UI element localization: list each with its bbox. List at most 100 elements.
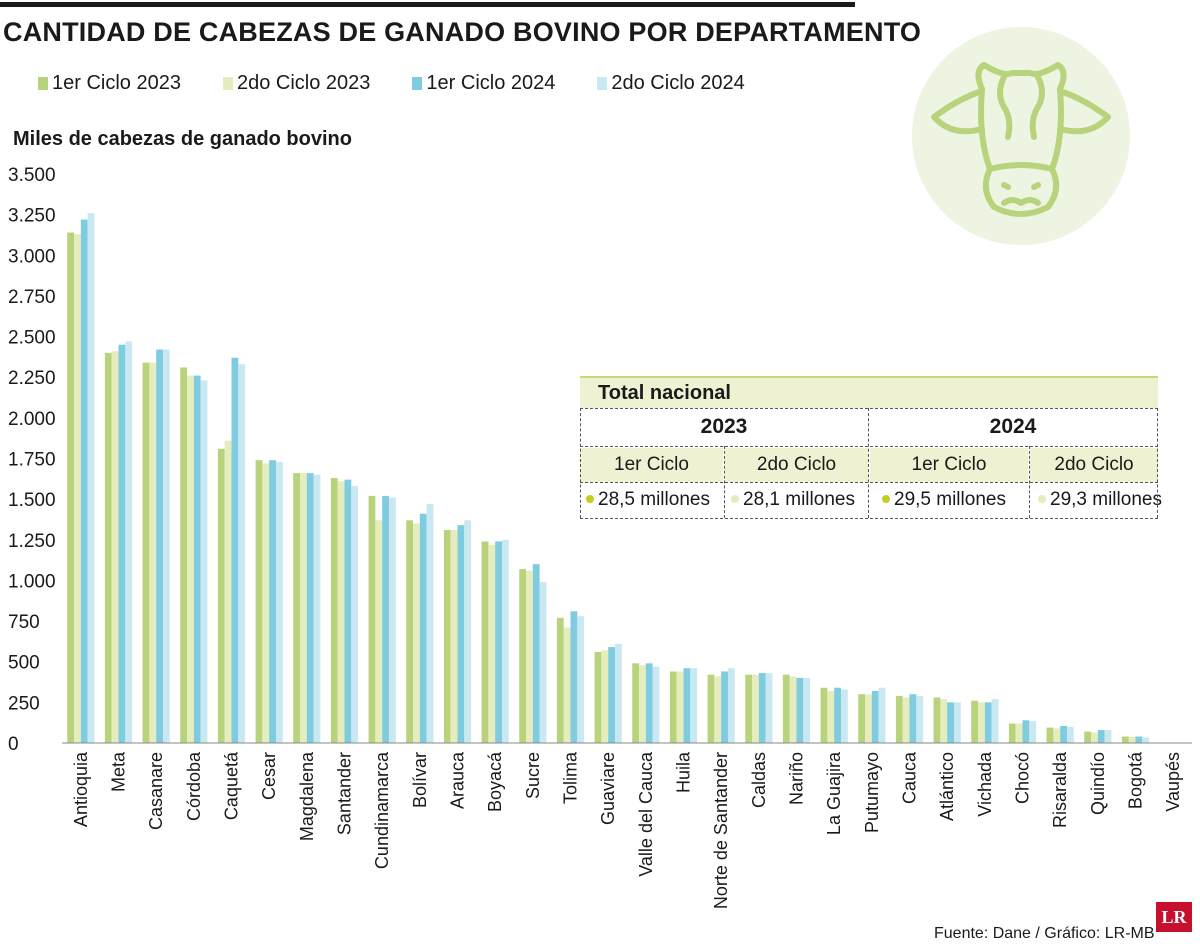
bar [683, 668, 691, 743]
bar [652, 666, 660, 743]
bar [344, 479, 352, 743]
bar [1097, 729, 1105, 743]
y-tick-label: 1.250 [8, 531, 56, 552]
bar [426, 504, 434, 743]
bar [563, 627, 571, 743]
y-tick-label: 0 [8, 734, 19, 755]
bar [909, 694, 917, 743]
bar [570, 611, 578, 743]
bar [1029, 721, 1037, 743]
table-divider [580, 446, 1158, 447]
bar [87, 213, 95, 743]
value-2-2023: 28,1 millones [731, 484, 855, 516]
x-tick-label: Caldas [749, 752, 769, 808]
y-tick-label: 3.250 [8, 206, 56, 227]
legend-label-3: 1er Ciclo 2024 [426, 71, 556, 94]
bar [556, 617, 564, 743]
x-tick-label: Vaupés [1163, 752, 1183, 812]
bar [1091, 732, 1098, 743]
bar [262, 463, 270, 743]
x-tick-label: Meta [109, 751, 129, 792]
y-tick-label: 750 [8, 612, 40, 633]
table-divider [724, 446, 725, 518]
x-tick-label: Magdalena [297, 751, 317, 841]
dot-icon [586, 494, 594, 503]
cycle-2-2023: 2do Ciclo [725, 448, 868, 482]
table-divider [868, 408, 869, 518]
top-rule [0, 2, 855, 7]
bar [639, 664, 646, 743]
bar [269, 460, 276, 743]
bar [1046, 727, 1054, 743]
bar [495, 541, 502, 743]
bar [858, 694, 866, 743]
table-divider [580, 482, 1158, 483]
bar [450, 530, 458, 743]
bar [368, 495, 376, 743]
bar [111, 351, 119, 743]
bar [707, 674, 715, 743]
table-divider [1029, 446, 1030, 518]
bar [676, 671, 684, 743]
bar [803, 677, 811, 743]
legend-item-4: 2do Ciclo 2024 [597, 72, 745, 95]
bar [457, 525, 465, 743]
x-tick-label: Atlántico [937, 752, 957, 821]
x-tick-label: Cesar [259, 752, 279, 800]
bar [865, 694, 872, 743]
table-divider [580, 408, 581, 518]
total-national-table: Total nacional 2023 2024 1er Ciclo 2do C… [580, 376, 1162, 520]
value-1-2024: 29,5 millones [882, 484, 1006, 516]
x-tick-label: La Guajira [824, 751, 844, 835]
legend-label-1: 1er Ciclo 2023 [52, 71, 181, 94]
y-tick-label: 1.000 [8, 571, 56, 592]
table-header: Total nacional [580, 376, 1158, 408]
x-tick-label: Antioquia [71, 751, 91, 827]
bar [827, 690, 835, 743]
table-divider [1157, 408, 1158, 518]
cycle-1-2023: 1er Ciclo [580, 448, 723, 482]
bar [895, 695, 903, 743]
bar [971, 700, 979, 743]
bar [820, 687, 828, 743]
bar [488, 544, 496, 743]
bar [978, 702, 985, 743]
bar [255, 460, 263, 743]
bar [782, 674, 790, 743]
bar [1121, 736, 1129, 743]
bar [1084, 731, 1092, 743]
x-tick-label: Chocó [1013, 752, 1033, 804]
bar [149, 362, 157, 743]
legend-label-2: 2do Ciclo 2023 [236, 71, 371, 94]
bar [375, 520, 383, 743]
legend-swatch-1 [38, 76, 48, 90]
bar [834, 687, 841, 743]
x-tick-label: Bogotá [1126, 751, 1146, 809]
bar [752, 674, 759, 743]
bar [419, 513, 427, 743]
bar [721, 671, 728, 743]
bar [690, 668, 698, 743]
bar [180, 367, 188, 743]
x-tick-label: Putumayo [862, 752, 882, 833]
x-tick-label: Norte de Santander [711, 752, 731, 909]
bar [217, 448, 225, 743]
y-tick-label: 1.500 [8, 490, 56, 511]
dot-icon [882, 494, 890, 503]
bar [645, 663, 653, 743]
bar [714, 676, 722, 743]
dot-icon [1038, 494, 1046, 503]
legend-swatch-3 [412, 76, 423, 90]
bar [125, 341, 133, 743]
bar [200, 380, 208, 743]
legend-swatch-2 [222, 76, 233, 90]
bar [601, 650, 609, 743]
legend-swatch-4 [597, 76, 608, 90]
cycle-2-2024: 2do Ciclo [1030, 448, 1158, 482]
bar [231, 357, 239, 743]
table-header-label: Total nacional [598, 382, 731, 404]
x-tick-label: Casanare [146, 752, 166, 830]
bar [142, 362, 150, 743]
cow-icon [912, 27, 1130, 245]
bar [947, 702, 954, 743]
